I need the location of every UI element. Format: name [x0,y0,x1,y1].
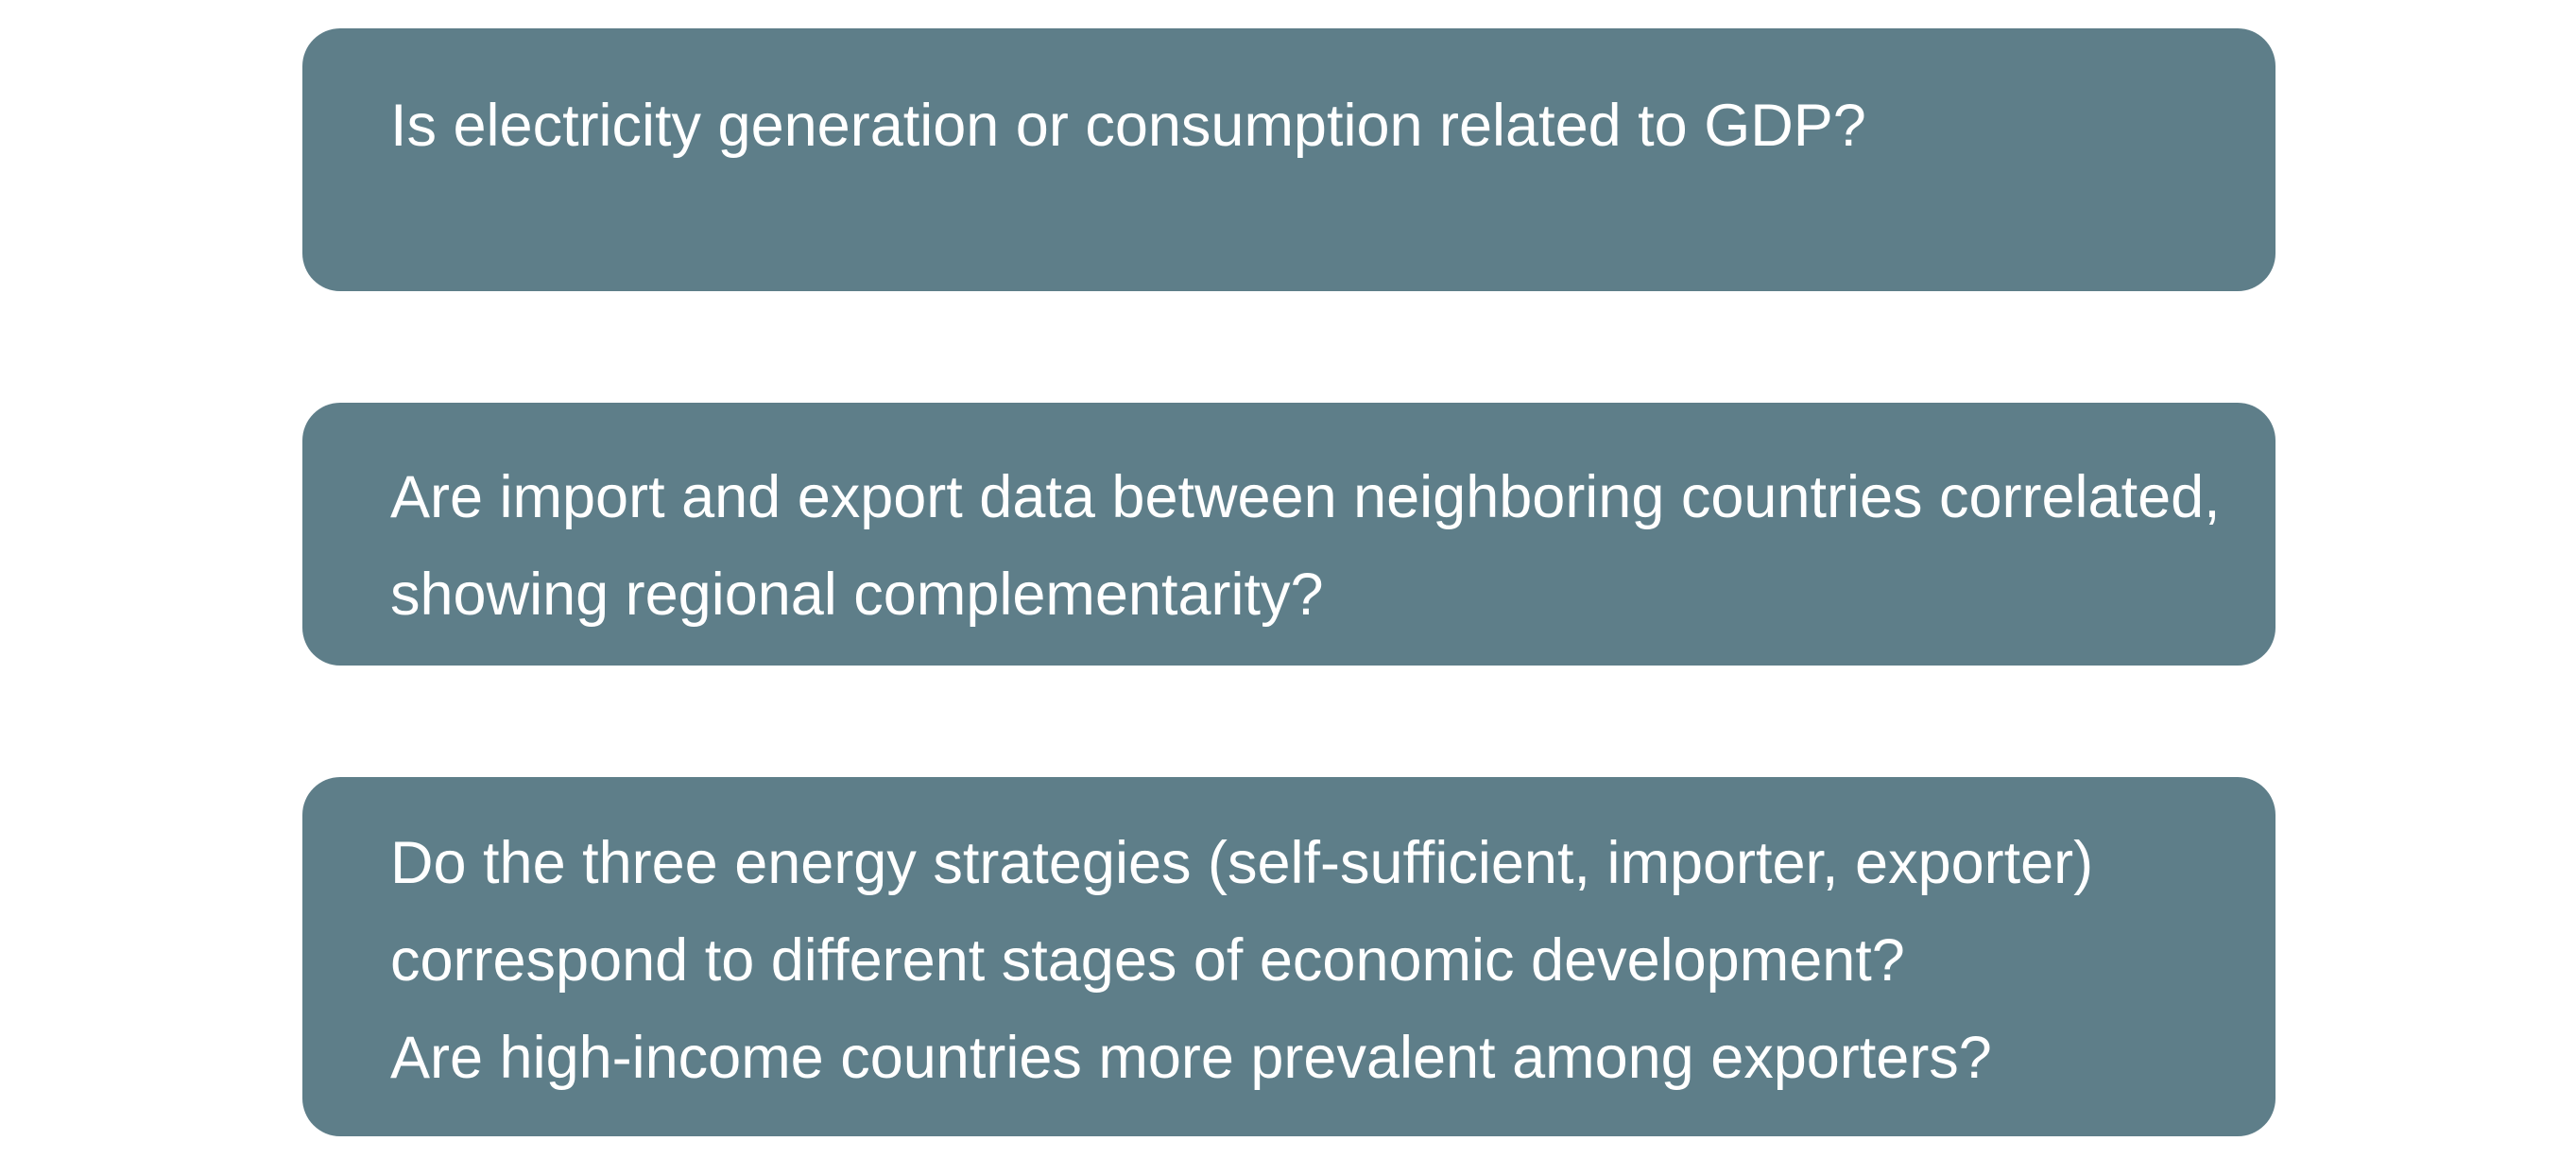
question-3-line-2: correspond to different stages of econom… [390,927,1905,994]
question-3-line-3: Are high-income countries more prevalent… [390,1025,1992,1091]
question-2-line-2: showing regional complementarity? [390,562,1324,628]
question-1-line-1: Is electricity generation or consumption… [390,93,1866,159]
question-card-3: Do the three energy strategies (self-suf… [302,777,2275,1136]
question-card-2: Are import and export data between neigh… [302,403,2275,666]
question-3-line-1: Do the three energy strategies (self-suf… [390,830,2094,896]
question-2-line-1: Are import and export data between neigh… [390,464,2221,530]
question-card-1: Is electricity generation or consumption… [302,28,2275,291]
